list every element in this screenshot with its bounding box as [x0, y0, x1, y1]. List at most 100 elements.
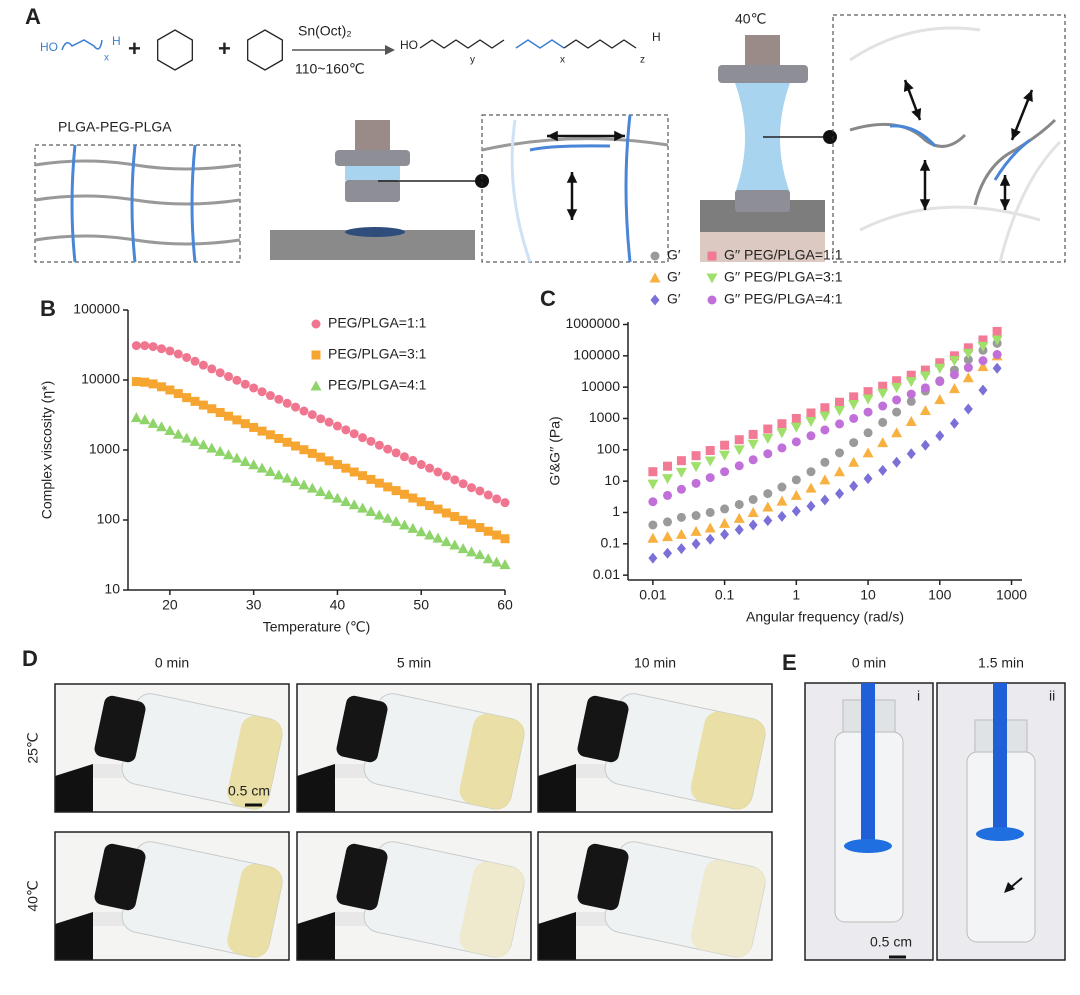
x-tick-label: 1000: [996, 587, 1027, 603]
data-point: [733, 445, 745, 456]
data-point: [357, 502, 369, 513]
data-point: [173, 349, 183, 359]
photo-frame: [537, 683, 773, 813]
data-point: [863, 428, 873, 438]
data-point: [819, 411, 831, 422]
temperature-label: 25℃: [25, 732, 41, 763]
legend-label: PEG/PLGA=1:1: [328, 315, 427, 331]
data-point: [474, 549, 486, 560]
data-point: [415, 526, 427, 537]
data-point: [256, 462, 268, 473]
data-point: [835, 419, 845, 429]
data-point: [963, 363, 973, 373]
data-point: [140, 377, 150, 387]
data-point: [647, 479, 659, 490]
stand: [538, 912, 576, 960]
cap: [577, 695, 629, 763]
cap: [94, 695, 146, 763]
data-point: [139, 414, 151, 425]
data-point: [273, 469, 285, 480]
photo-frame: [537, 831, 773, 961]
spindle: [355, 120, 390, 150]
zoom-box: [832, 14, 1066, 263]
arrow-head: [911, 108, 922, 120]
plate: [718, 65, 808, 83]
data-point: [257, 426, 267, 436]
data-point: [949, 417, 959, 429]
data-point: [358, 471, 368, 481]
data-point: [475, 523, 485, 533]
data-point: [719, 517, 731, 528]
data-point: [662, 531, 674, 542]
data-point: [483, 526, 493, 536]
data-point: [763, 489, 773, 499]
data-point: [862, 447, 874, 458]
photo-frame: [296, 683, 532, 813]
data-point: [690, 462, 702, 473]
data-point: [920, 383, 930, 393]
data-point: [776, 428, 788, 439]
data-point: [408, 493, 418, 503]
data-point: [465, 546, 477, 557]
data-point: [197, 439, 209, 450]
data-point: [399, 452, 409, 462]
data-point: [949, 370, 959, 380]
data-point: [690, 525, 702, 536]
ring: [157, 29, 193, 71]
data-point: [282, 398, 292, 408]
data-point: [182, 352, 192, 362]
data-point: [719, 450, 731, 461]
data-point: [648, 497, 658, 507]
x-tick-label: 0.01: [639, 587, 666, 603]
data-point: [790, 489, 802, 500]
data-point: [806, 500, 816, 512]
data-point: [189, 435, 201, 446]
legend-marker: [311, 319, 321, 329]
data-point: [863, 473, 873, 485]
label: y: [470, 55, 475, 66]
scale-bar-label: 0.5 cm: [228, 783, 270, 799]
y-tick-label: 1000000: [565, 315, 620, 331]
time-label: 0 min: [852, 655, 886, 671]
plate: [345, 180, 400, 202]
data-point: [734, 524, 744, 536]
data-point: [190, 396, 200, 406]
data-point: [820, 494, 830, 506]
data-point: [207, 404, 217, 414]
label: HO: [400, 38, 418, 52]
data-point: [399, 489, 409, 499]
chain-faint: [510, 119, 532, 263]
data-point: [240, 379, 250, 389]
zoom-box: [481, 114, 669, 263]
label: +: [128, 36, 141, 61]
chain: [973, 118, 1057, 206]
data-point: [365, 506, 377, 517]
temperature-label: 40℃: [25, 880, 41, 911]
data-point: [240, 419, 250, 429]
data-point: [820, 403, 830, 413]
data-point: [920, 365, 930, 375]
data-point: [819, 474, 831, 485]
data-point: [647, 532, 659, 543]
data-point: [878, 417, 888, 427]
data-point: [734, 461, 744, 471]
x-axis-label: Temperature (℃): [263, 619, 371, 635]
data-point: [206, 442, 218, 453]
data-point: [291, 441, 301, 451]
data-point: [457, 543, 469, 554]
data-point: [407, 522, 419, 533]
data-point: [181, 432, 193, 443]
data-point: [848, 456, 860, 467]
data-point: [190, 356, 200, 366]
data-point: [791, 505, 801, 517]
stand: [538, 764, 576, 812]
data-point: [340, 495, 352, 506]
data-point: [675, 528, 687, 539]
data-point: [676, 456, 686, 466]
data-point: [232, 415, 242, 425]
data-point: [148, 342, 158, 352]
scale-bar-label: 0.5 cm: [870, 934, 912, 950]
label: PLGA-PEG-PLGA: [58, 119, 172, 135]
data-point: [316, 414, 326, 424]
stand: [55, 912, 93, 960]
